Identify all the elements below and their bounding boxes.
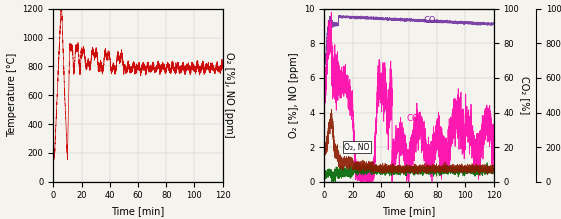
- Text: CO₂: CO₂: [423, 16, 439, 25]
- Y-axis label: O₂ [%], NO [ppm]: O₂ [%], NO [ppm]: [288, 53, 298, 138]
- X-axis label: Time [min]: Time [min]: [112, 206, 164, 216]
- Y-axis label: Temperature [°C]: Temperature [°C]: [7, 53, 17, 137]
- Y-axis label: O₂ [%], NO [ppm]: O₂ [%], NO [ppm]: [224, 53, 234, 138]
- X-axis label: Time [min]: Time [min]: [383, 206, 435, 216]
- Text: CO: CO: [406, 114, 419, 123]
- Text: O₂, NO: O₂, NO: [344, 143, 370, 152]
- Y-axis label: CO₂ [%]: CO₂ [%]: [520, 76, 530, 114]
